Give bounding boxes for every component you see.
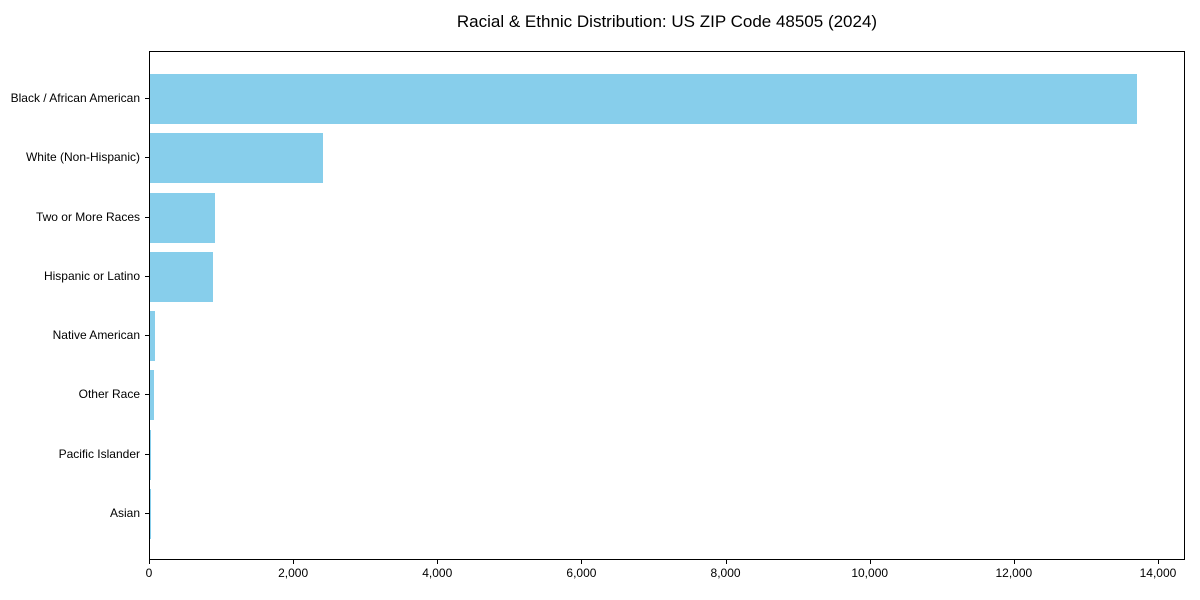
y-tick-label: Other Race [78,387,140,402]
x-tick-label: 2,000 [278,566,309,580]
x-tick-mark [437,560,439,564]
x-tick-mark [581,560,583,564]
chart-title: Racial & Ethnic Distribution: US ZIP Cod… [456,12,878,31]
x-tick-label: 12,000 [995,566,1033,580]
y-tick-label: Black / African American [10,90,140,105]
bar-two-or-more-races [150,192,215,243]
x-tick-label: 0 [145,566,153,580]
y-tick-mark [145,275,149,277]
bar-pacific-islander [150,429,152,480]
x-tick-label: 14,000 [1139,566,1177,580]
bar-white-non-hispanic [150,133,323,184]
x-tick-mark [725,560,727,564]
plot-area [149,51,1185,560]
x-tick-label: 4,000 [422,566,453,580]
y-tick-mark [145,453,149,455]
bar-black-african-american [150,73,1137,124]
y-tick-label: Native American [52,328,140,343]
x-tick-mark [869,560,871,564]
x-tick-label: 8,000 [710,566,741,580]
bar-hispanic-or-latino [150,251,214,302]
x-tick-mark [149,560,150,564]
x-tick-label: 6,000 [566,566,597,580]
y-tick-label: Asian [109,506,140,521]
bar-asian [150,489,151,540]
bar-native-american [150,311,156,362]
y-tick-label: White (Non-Hispanic) [25,150,140,165]
x-tick-mark [293,560,295,564]
y-tick-mark [145,97,149,99]
x-tick-mark [1013,560,1015,564]
y-tick-mark [145,394,149,396]
y-tick-mark [145,157,149,159]
x-tick-mark [1157,560,1159,564]
y-tick-label: Two or More Races [35,209,140,224]
y-tick-label: Hispanic or Latino [43,268,140,283]
y-tick-mark [145,335,149,337]
x-tick-label: 10,000 [851,566,889,580]
y-tick-mark [145,216,149,218]
y-tick-mark [145,513,149,515]
bar-other-race [150,370,154,421]
y-tick-label: Pacific Islander [58,446,140,461]
